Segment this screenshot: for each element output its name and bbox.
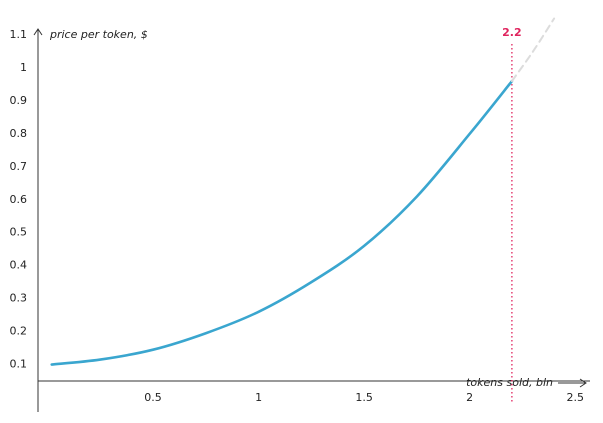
y-tick-label: 0.5 <box>10 226 28 239</box>
y-tick-label: 0.9 <box>10 94 28 107</box>
x-tick-label: 1.5 <box>355 391 373 404</box>
y-axis-label: price per token, $ <box>49 28 148 41</box>
y-tick-label: 0.3 <box>10 292 28 305</box>
x-axis-arrow <box>558 378 587 388</box>
y-tick-label: 0.2 <box>10 325 28 338</box>
y-tick-label: 0.1 <box>10 358 28 371</box>
line <box>510 17 556 83</box>
marker-label: 2.2 <box>502 26 522 39</box>
y-tick-label: 1 <box>20 61 27 74</box>
x-axis-label: tokens sold, bln <box>466 376 553 389</box>
y-axis-arrow <box>33 28 43 36</box>
x-tick-label: 2 <box>466 391 473 404</box>
x-tick-label: 1 <box>255 391 262 404</box>
y-tick-label: 0.6 <box>10 193 28 206</box>
y-tick-label: 0.7 <box>10 160 28 173</box>
x-tick-label: 2.5 <box>566 391 584 404</box>
x-tick-label: 0.5 <box>144 391 162 404</box>
y-tick-label: 0.8 <box>10 127 28 140</box>
y-tick-label: 1.1 <box>10 28 28 41</box>
line <box>50 79 514 366</box>
y-tick-label: 0.4 <box>10 259 28 272</box>
